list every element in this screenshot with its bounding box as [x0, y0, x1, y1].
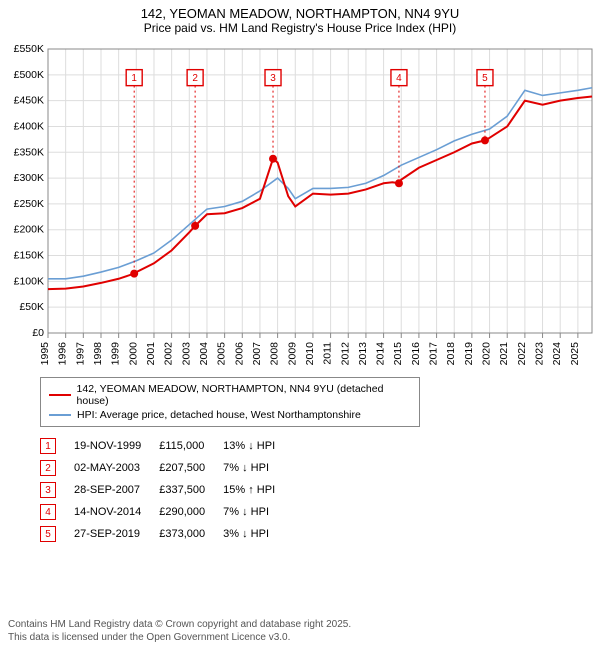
event-date: 02-MAY-2003 — [74, 457, 159, 479]
price-chart: £0 £50K £100K £150K £200K £250K £300K £350K £400… — [0, 41, 600, 371]
x-tick-label: 2014 — [375, 342, 387, 366]
x-tick-label: 2023 — [534, 342, 546, 366]
legend-label: 142, YEOMAN MEADOW, NORTHAMPTON, NN4 9YU… — [77, 383, 411, 407]
event-row: 4 14-NOV-2014£290,0007% ↓ HPI — [40, 501, 293, 523]
event-marker-number: 4 — [396, 73, 402, 84]
y-tick-label: £50K — [19, 301, 44, 313]
x-tick-label: 2001 — [145, 342, 157, 366]
event-delta: 3% ↓ HPI — [223, 523, 293, 545]
x-tick-label: 1997 — [74, 342, 86, 366]
x-tick-label: 2020 — [481, 342, 493, 366]
y-tick-label: £400K — [14, 120, 44, 132]
x-tick-label: 2025 — [569, 342, 581, 366]
event-date: 28-SEP-2007 — [74, 479, 159, 501]
event-delta: 7% ↓ HPI — [223, 457, 293, 479]
event-row-marker: 3 — [40, 482, 56, 498]
x-tick-label: 2015 — [392, 342, 404, 366]
y-tick-label: £0 — [32, 327, 44, 339]
x-tick-label: 2011 — [322, 342, 334, 365]
event-date: 14-NOV-2014 — [74, 501, 159, 523]
events-table: 1 19-NOV-1999£115,00013% ↓ HPI 2 02-MAY-200… — [40, 435, 293, 545]
x-tick-label: 1998 — [92, 342, 104, 366]
x-tick-label: 1999 — [110, 342, 122, 366]
chart-legend: 142, YEOMAN MEADOW, NORTHAMPTON, NN4 9YU… — [40, 377, 420, 427]
event-row-marker: 2 — [40, 460, 56, 476]
event-row-marker: 5 — [40, 526, 56, 542]
x-tick-label: 2013 — [357, 342, 369, 366]
x-tick-label: 2009 — [286, 342, 298, 366]
x-tick-label: 2004 — [198, 342, 210, 366]
x-tick-label: 1996 — [57, 342, 69, 366]
x-tick-label: 2000 — [127, 342, 139, 366]
x-tick-label: 2010 — [304, 342, 316, 366]
y-tick-label: £200K — [14, 224, 44, 236]
x-tick-label: 2005 — [216, 342, 228, 366]
event-marker-number: 5 — [482, 73, 488, 84]
y-tick-label: £100K — [14, 275, 44, 287]
x-tick-label: 2021 — [498, 342, 510, 366]
event-data-point — [481, 136, 489, 144]
event-row: 5 27-SEP-2019£373,0003% ↓ HPI — [40, 523, 293, 545]
legend-item: 142, YEOMAN MEADOW, NORTHAMPTON, NN4 9YU… — [49, 382, 411, 408]
x-tick-label: 2003 — [180, 342, 192, 366]
event-data-point — [395, 179, 403, 187]
legend-item: HPI: Average price, detached house, West… — [49, 408, 411, 422]
event-row: 2 02-MAY-2003£207,5007% ↓ HPI — [40, 457, 293, 479]
event-row: 3 28-SEP-2007£337,50015% ↑ HPI — [40, 479, 293, 501]
event-marker-number: 1 — [131, 73, 137, 84]
event-row: 1 19-NOV-1999£115,00013% ↓ HPI — [40, 435, 293, 457]
event-marker-number: 3 — [270, 73, 276, 84]
y-tick-label: £250K — [14, 198, 44, 210]
event-price: £290,000 — [159, 501, 223, 523]
footer-line-2: This data is licensed under the Open Gov… — [8, 631, 351, 644]
legend-swatch — [49, 414, 71, 416]
y-tick-label: £150K — [14, 250, 44, 262]
event-delta: 15% ↑ HPI — [223, 479, 293, 501]
x-tick-label: 2016 — [410, 342, 422, 366]
x-tick-label: 2012 — [339, 342, 351, 366]
y-tick-label: £500K — [14, 69, 44, 81]
event-price: £115,000 — [159, 435, 223, 457]
footer-attribution: Contains HM Land Registry data © Crown c… — [8, 618, 351, 644]
event-price: £337,500 — [159, 479, 223, 501]
x-tick-label: 2018 — [445, 342, 457, 366]
event-data-point — [191, 222, 199, 230]
footer-line-1: Contains HM Land Registry data © Crown c… — [8, 618, 351, 631]
x-tick-label: 2019 — [463, 342, 475, 366]
event-marker-number: 2 — [192, 73, 198, 84]
event-row-marker: 4 — [40, 504, 56, 520]
x-tick-label: 2008 — [269, 342, 281, 366]
event-date: 19-NOV-1999 — [74, 435, 159, 457]
x-tick-label: 2022 — [516, 342, 528, 366]
y-tick-label: £450K — [14, 95, 44, 107]
event-price: £373,000 — [159, 523, 223, 545]
legend-swatch — [49, 394, 71, 396]
x-tick-label: 2006 — [233, 342, 245, 366]
event-row-marker: 1 — [40, 438, 56, 454]
y-tick-label: £550K — [14, 43, 44, 55]
x-tick-label: 1995 — [39, 342, 51, 366]
y-tick-label: £300K — [14, 172, 44, 184]
event-price: £207,500 — [159, 457, 223, 479]
page-subtitle: Price paid vs. HM Land Registry's House … — [0, 21, 600, 35]
x-tick-label: 2002 — [163, 342, 175, 366]
y-tick-label: £350K — [14, 146, 44, 158]
legend-label: HPI: Average price, detached house, West… — [77, 409, 361, 421]
event-delta: 13% ↓ HPI — [223, 435, 293, 457]
page-title: 142, YEOMAN MEADOW, NORTHAMPTON, NN4 9YU — [0, 6, 600, 21]
x-tick-label: 2017 — [428, 342, 440, 366]
event-data-point — [269, 155, 277, 163]
x-tick-label: 2024 — [551, 342, 563, 366]
event-data-point — [130, 270, 138, 278]
event-delta: 7% ↓ HPI — [223, 501, 293, 523]
x-tick-label: 2007 — [251, 342, 263, 366]
event-date: 27-SEP-2019 — [74, 523, 159, 545]
